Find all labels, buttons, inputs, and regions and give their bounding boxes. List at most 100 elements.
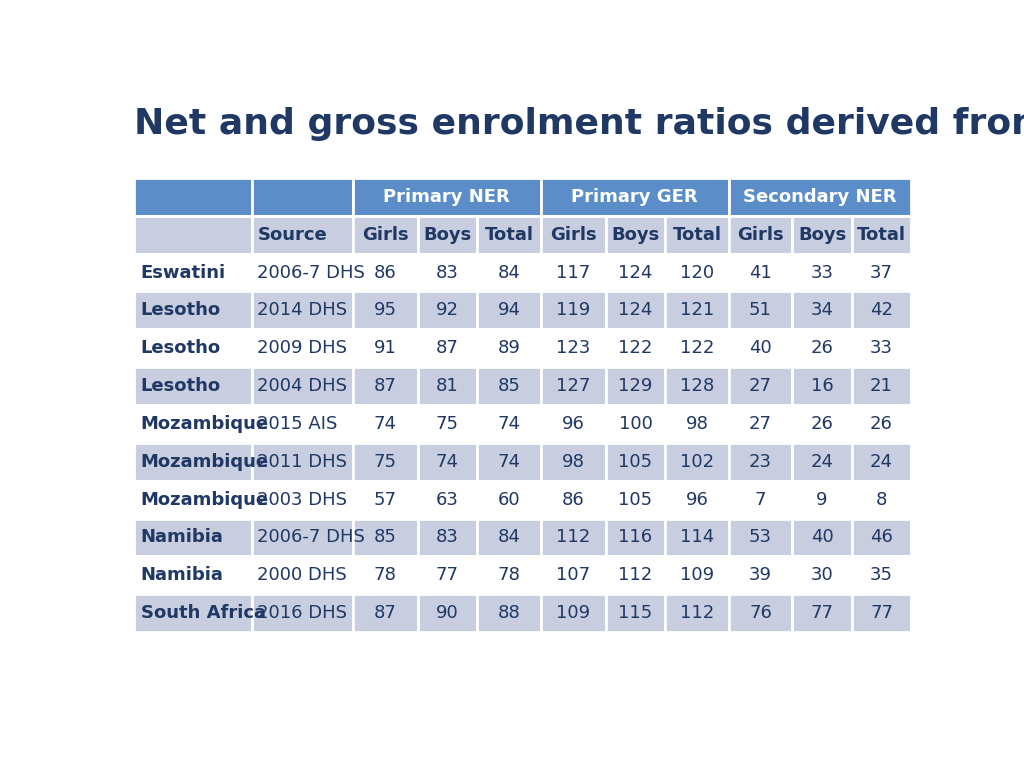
Text: 112: 112 (618, 566, 652, 584)
Text: 123: 123 (556, 339, 591, 357)
Text: 95: 95 (374, 301, 396, 319)
FancyBboxPatch shape (541, 291, 606, 329)
Text: Girls: Girls (550, 226, 597, 243)
Text: 9: 9 (816, 491, 827, 508)
FancyBboxPatch shape (729, 178, 911, 216)
Text: Boys: Boys (423, 226, 471, 243)
FancyBboxPatch shape (134, 594, 252, 632)
Text: Total: Total (484, 226, 534, 243)
FancyBboxPatch shape (541, 178, 729, 216)
FancyBboxPatch shape (541, 556, 606, 594)
Text: Girls: Girls (361, 226, 409, 243)
FancyBboxPatch shape (477, 367, 541, 405)
FancyBboxPatch shape (134, 518, 252, 556)
Text: 42: 42 (870, 301, 893, 319)
Text: Secondary NER: Secondary NER (743, 188, 897, 206)
FancyBboxPatch shape (352, 518, 418, 556)
FancyBboxPatch shape (418, 367, 477, 405)
FancyBboxPatch shape (606, 253, 666, 291)
FancyBboxPatch shape (418, 405, 477, 443)
Text: 41: 41 (750, 263, 772, 282)
Text: 24: 24 (870, 453, 893, 471)
FancyBboxPatch shape (252, 518, 352, 556)
FancyBboxPatch shape (793, 253, 852, 291)
Text: 63: 63 (436, 491, 459, 508)
Text: 94: 94 (498, 301, 520, 319)
Text: 117: 117 (556, 263, 590, 282)
FancyBboxPatch shape (852, 443, 911, 481)
Text: Lesotho: Lesotho (140, 301, 221, 319)
Text: 120: 120 (680, 263, 714, 282)
Text: 91: 91 (374, 339, 396, 357)
Text: 78: 78 (374, 566, 396, 584)
FancyBboxPatch shape (729, 518, 793, 556)
FancyBboxPatch shape (134, 443, 252, 481)
FancyBboxPatch shape (541, 481, 606, 518)
FancyBboxPatch shape (729, 329, 793, 367)
FancyBboxPatch shape (541, 253, 606, 291)
Text: 105: 105 (618, 453, 652, 471)
FancyBboxPatch shape (477, 443, 541, 481)
Text: 85: 85 (374, 528, 396, 547)
Text: 2004 DHS: 2004 DHS (257, 377, 346, 395)
Text: 128: 128 (680, 377, 714, 395)
Text: 33: 33 (870, 339, 893, 357)
FancyBboxPatch shape (252, 178, 352, 216)
FancyBboxPatch shape (352, 405, 418, 443)
FancyBboxPatch shape (477, 329, 541, 367)
Text: 74: 74 (498, 415, 520, 433)
Text: 74: 74 (374, 415, 396, 433)
Text: 39: 39 (749, 566, 772, 584)
FancyBboxPatch shape (352, 556, 418, 594)
FancyBboxPatch shape (352, 367, 418, 405)
FancyBboxPatch shape (606, 594, 666, 632)
FancyBboxPatch shape (729, 556, 793, 594)
FancyBboxPatch shape (852, 518, 911, 556)
Text: 78: 78 (498, 566, 520, 584)
FancyBboxPatch shape (606, 405, 666, 443)
FancyBboxPatch shape (541, 216, 606, 253)
FancyBboxPatch shape (134, 556, 252, 594)
FancyBboxPatch shape (134, 178, 252, 216)
FancyBboxPatch shape (606, 291, 666, 329)
Text: 124: 124 (618, 263, 652, 282)
Text: 98: 98 (562, 453, 585, 471)
Text: Boys: Boys (611, 226, 659, 243)
Text: 24: 24 (811, 453, 834, 471)
FancyBboxPatch shape (352, 443, 418, 481)
FancyBboxPatch shape (606, 329, 666, 367)
FancyBboxPatch shape (352, 594, 418, 632)
Text: 112: 112 (680, 604, 714, 622)
FancyBboxPatch shape (541, 594, 606, 632)
FancyBboxPatch shape (606, 443, 666, 481)
Text: 35: 35 (870, 566, 893, 584)
FancyBboxPatch shape (252, 443, 352, 481)
FancyBboxPatch shape (352, 481, 418, 518)
Text: Mozambique: Mozambique (140, 491, 269, 508)
FancyBboxPatch shape (477, 216, 541, 253)
FancyBboxPatch shape (252, 481, 352, 518)
Text: Eswatini: Eswatini (140, 263, 226, 282)
Text: Net and gross enrolment ratios derived from surveys: Net and gross enrolment ratios derived f… (134, 107, 1024, 141)
FancyBboxPatch shape (477, 481, 541, 518)
FancyBboxPatch shape (477, 291, 541, 329)
FancyBboxPatch shape (418, 594, 477, 632)
Text: 40: 40 (811, 528, 834, 547)
Text: Namibia: Namibia (140, 528, 223, 547)
FancyBboxPatch shape (666, 518, 729, 556)
Text: 33: 33 (811, 263, 834, 282)
FancyBboxPatch shape (418, 556, 477, 594)
FancyBboxPatch shape (852, 594, 911, 632)
FancyBboxPatch shape (852, 405, 911, 443)
Text: 127: 127 (556, 377, 591, 395)
FancyBboxPatch shape (852, 329, 911, 367)
FancyBboxPatch shape (729, 367, 793, 405)
FancyBboxPatch shape (252, 594, 352, 632)
FancyBboxPatch shape (252, 367, 352, 405)
Text: 2009 DHS: 2009 DHS (257, 339, 346, 357)
Text: 109: 109 (556, 604, 590, 622)
FancyBboxPatch shape (793, 329, 852, 367)
FancyBboxPatch shape (793, 481, 852, 518)
Text: 88: 88 (498, 604, 520, 622)
Text: 8: 8 (876, 491, 887, 508)
